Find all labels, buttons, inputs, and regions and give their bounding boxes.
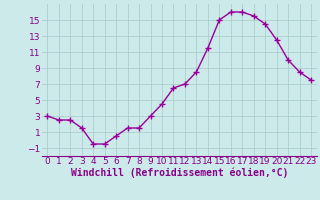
X-axis label: Windchill (Refroidissement éolien,°C): Windchill (Refroidissement éolien,°C) bbox=[70, 168, 288, 178]
